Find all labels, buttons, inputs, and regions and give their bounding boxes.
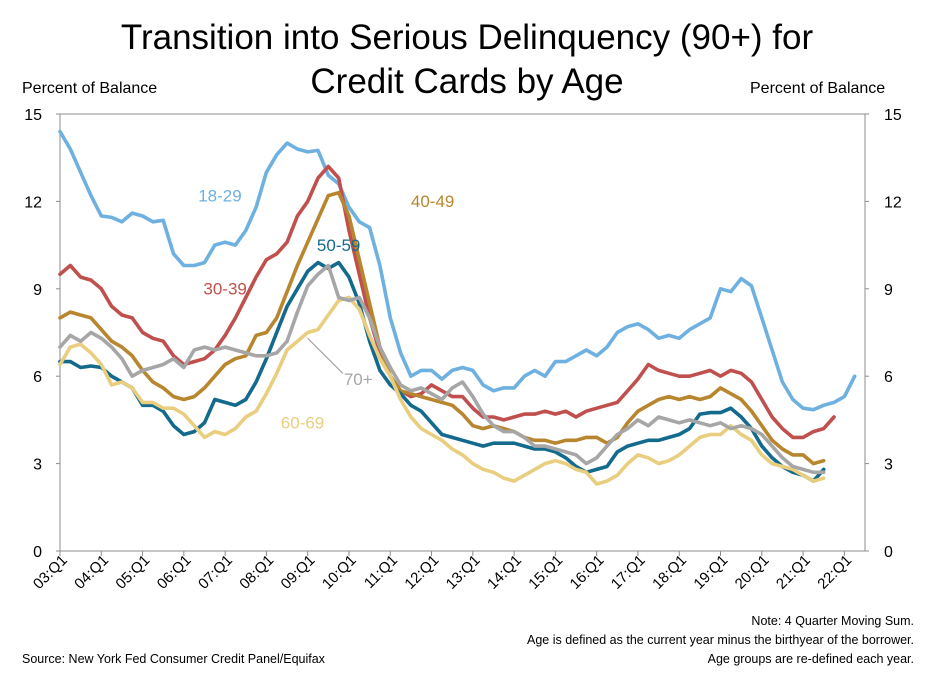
x-tick-label: 21:Q1 bbox=[773, 552, 814, 593]
label-leader-70-plus bbox=[307, 337, 344, 374]
y-tick-label-right: 12 bbox=[884, 194, 902, 211]
plot-frame bbox=[59, 113, 866, 552]
chart-series bbox=[58, 129, 857, 486]
note-line: Age is defined as the current year minus… bbox=[526, 633, 914, 647]
series-label-50-59: 50-59 bbox=[317, 236, 360, 255]
y-tick-label-left: 9 bbox=[33, 282, 42, 299]
y-tick-label-right: 0 bbox=[884, 544, 893, 561]
x-tick-label: 07:Q1 bbox=[195, 552, 236, 593]
x-tick-label: 22:Q1 bbox=[814, 552, 855, 593]
x-tick-label: 13:Q1 bbox=[443, 552, 484, 593]
series-label-70+: 70+ bbox=[344, 370, 373, 389]
x-tick-label: 12:Q1 bbox=[401, 552, 442, 593]
y-tick-label-right: 9 bbox=[884, 282, 893, 299]
y-tick-label-left: 12 bbox=[24, 194, 42, 211]
series-line-60-69 bbox=[58, 295, 826, 486]
x-tick-label: 04:Q1 bbox=[71, 552, 112, 593]
series-line-70+ bbox=[58, 263, 826, 475]
y-tick-label-left: 15 bbox=[24, 107, 42, 124]
x-tick-label: 09:Q1 bbox=[278, 552, 319, 593]
y-tick-label-left: 3 bbox=[33, 457, 42, 474]
x-tick-label: 18:Q1 bbox=[649, 552, 690, 593]
x-tick-label: 20:Q1 bbox=[732, 552, 773, 593]
series-line-40-49 bbox=[58, 190, 826, 466]
series-label-18-29: 18-29 bbox=[198, 186, 241, 205]
y-tick-label-left: 0 bbox=[33, 544, 42, 561]
note-line: Note: 4 Quarter Moving Sum. bbox=[751, 614, 914, 628]
x-tick-label: 11:Q1 bbox=[361, 552, 401, 592]
series-label-30-39: 30-39 bbox=[203, 280, 246, 299]
y-axis-label-left: Percent of Balance bbox=[22, 80, 158, 97]
chart-title-line1: Transition into Serious Delinquency (90+… bbox=[120, 18, 814, 57]
x-tick-label: 14:Q1 bbox=[484, 552, 525, 593]
source-note: Source: New York Fed Consumer Credit Pan… bbox=[22, 652, 325, 666]
x-tick-label: 05:Q1 bbox=[112, 552, 153, 593]
x-tick-label: 08:Q1 bbox=[236, 552, 277, 593]
series-label-40-49: 40-49 bbox=[411, 192, 454, 211]
series-line-18-29 bbox=[58, 129, 857, 412]
note-line: Age groups are re-defined each year. bbox=[707, 652, 914, 666]
y-axis-label-right: Percent of Balance bbox=[750, 80, 886, 97]
x-tick-label: 17:Q1 bbox=[608, 552, 649, 593]
series-label-60-69: 60-69 bbox=[281, 414, 324, 433]
chart-series-labels: 18-29 30-39 40-49 50-59 60-69 70+ bbox=[198, 186, 454, 432]
x-tick-label: 19:Q1 bbox=[690, 552, 731, 593]
series-line-50-59 bbox=[58, 260, 826, 483]
x-tick-label: 15:Q1 bbox=[525, 552, 566, 593]
x-tick-label: 06:Q1 bbox=[154, 552, 195, 593]
chart-title-line2: Credit Cards by Age bbox=[310, 62, 624, 101]
x-tick-label: 10:Q1 bbox=[319, 552, 360, 593]
y-tick-label-right: 15 bbox=[884, 107, 902, 124]
y-tick-label-right: 3 bbox=[884, 457, 893, 474]
y-tick-label-left: 6 bbox=[33, 369, 42, 386]
y-tick-label-right: 6 bbox=[884, 369, 893, 386]
x-tick-label: 16:Q1 bbox=[567, 552, 608, 593]
